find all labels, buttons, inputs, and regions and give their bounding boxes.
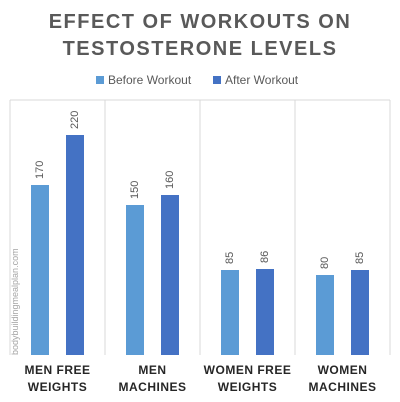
value-label: 80 (319, 257, 331, 269)
watermark: bodybuildingmealplan.com (10, 248, 20, 355)
value-label: 220 (69, 111, 81, 129)
x-tick-label: MEN MACHINES (118, 363, 187, 394)
x-tick-label: MEN FREE WEIGHTS (24, 363, 91, 394)
x-tick-label: WOMEN MACHINES (308, 363, 377, 394)
chart-title: TESTOSTERONE LEVELS (63, 38, 338, 60)
legend-label: Before Workout (108, 73, 192, 87)
chart-title: EFFECT OF WORKOUTS ON (49, 11, 352, 33)
legend-label: After Workout (225, 73, 299, 87)
legend-swatch (96, 76, 104, 84)
bar (66, 135, 84, 355)
value-label: 150 (129, 181, 141, 199)
bar (316, 275, 334, 355)
x-tick-label: WOMEN FREE WEIGHTS (203, 363, 292, 394)
bar (161, 195, 179, 355)
value-label: 160 (164, 171, 176, 189)
value-label: 85 (224, 252, 236, 264)
bar (126, 205, 144, 355)
value-label: 85 (354, 252, 366, 264)
bar (256, 269, 274, 355)
legend-swatch (213, 76, 221, 84)
bar (221, 270, 239, 355)
bar (31, 185, 49, 355)
bar (351, 270, 369, 355)
value-label: 86 (259, 251, 271, 263)
value-label: 170 (34, 161, 46, 179)
